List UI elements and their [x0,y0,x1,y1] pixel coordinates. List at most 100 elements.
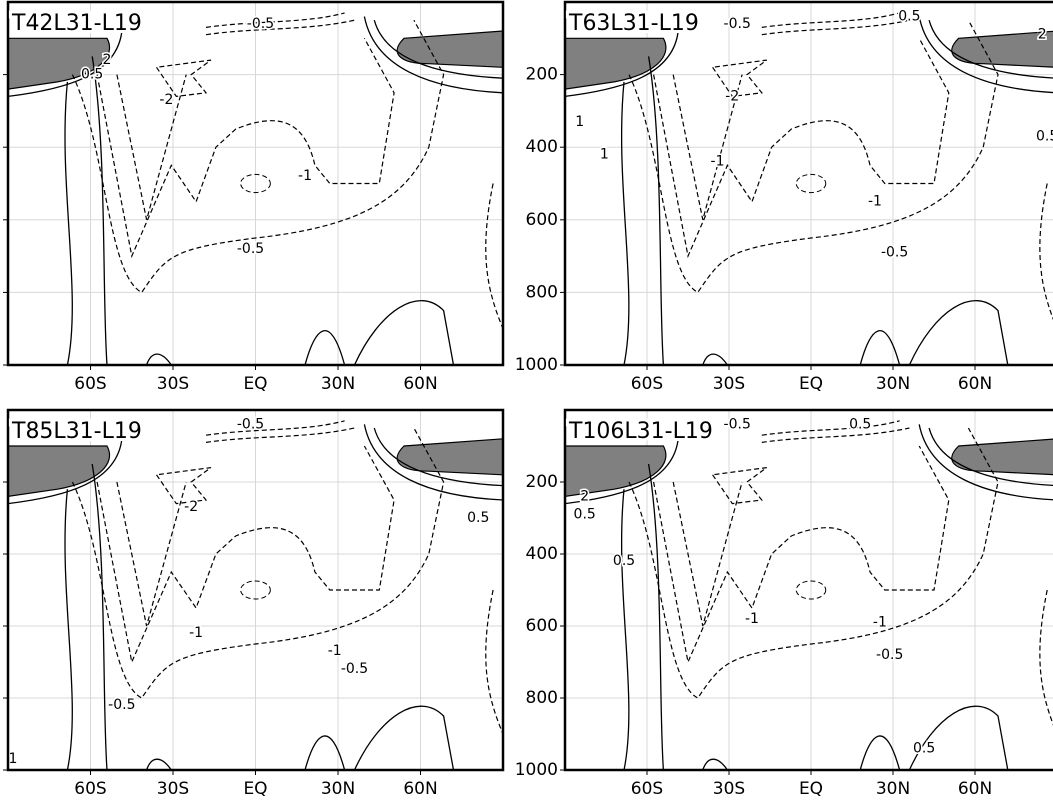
contour-dashed [795,580,827,600]
contour-dashed [116,74,187,220]
contour-solid [8,438,123,505]
panel-title: T106L31-L19 [568,419,713,444]
contour-dashed [205,12,345,28]
panel-title: T63L31-L19 [568,11,699,36]
contour-dashed [205,19,355,36]
x-tick-label: 30N [876,779,910,799]
contour-dashed [485,589,503,735]
x-tick-label: 30S [713,374,745,394]
contour-label: -1 [711,154,725,170]
contour-label: 2 [1038,27,1047,43]
shaded-region [396,438,503,476]
x-tick-label: EQ [243,374,267,394]
contour-label: 0.5 [467,510,489,526]
contour-dashed [672,74,743,220]
contour-solid [304,735,346,770]
panel-frame [6,0,505,367]
contour-label: 1 [575,114,584,130]
contour-solid [145,758,172,770]
contour-solid [353,705,455,770]
plot-area: -0.5 0.5 2 -2 11 -1 -1 0.5 -0.5 [565,2,1053,365]
x-tick-label: 60N [958,779,992,799]
contour-dashed [761,12,900,28]
contour-label: -2 [159,92,173,108]
x-tick-label: 60N [403,779,437,799]
y-tick-label: 800 [526,282,558,302]
contour-label: 0.5 [898,9,920,25]
shaded-region [565,445,667,498]
x-tick-label: 30N [321,779,355,799]
x-tick-label: 60N [958,374,992,394]
x-tick-label: 30S [157,374,189,394]
x-tick-label: 60S [631,374,663,394]
contour-dashed [795,173,827,194]
x-tick-label: 30S [713,779,745,799]
y-tick-label: 600 [526,616,558,636]
contour-label: 0.5 [1036,128,1053,144]
contour-solid [918,424,1053,501]
x-tick-label: 60N [403,374,437,394]
contour-dashed [240,173,271,194]
contour-solid [373,20,503,79]
contour-label: -0.5 [108,697,135,713]
contour-dashed [205,427,355,443]
contour-label: -2 [184,499,198,515]
shaded-region [951,438,1053,476]
y-tick-label: 200 [526,472,558,492]
contour-label: -0.5 [876,647,903,663]
contour-dashed [761,427,910,443]
x-tick-label: EQ [799,374,823,394]
contour-dashed [155,467,212,505]
y-tick-label: 1000 [515,355,558,375]
contour-label: -0.5 [247,16,274,32]
contour-solid [928,20,1053,79]
panel-frame [6,408,505,772]
contour-solid [91,56,108,365]
contour-dashed [116,481,187,627]
contour-dashed [761,19,910,36]
contour-label: -0.5 [341,661,368,677]
contour-dashed [628,427,999,699]
contour-label: -0.5 [724,16,751,32]
y-tick-label: 400 [526,544,558,564]
contour-label: -1 [189,625,203,641]
contour-solid [353,300,455,365]
x-tick-label: 60S [74,779,106,799]
contour-label: 0.5 [574,506,596,522]
x-tick-label: EQ [799,779,823,799]
contour-label: -1 [745,611,759,627]
panel-frame [563,0,1053,367]
contour-dashed [96,445,395,665]
contour-label: 1 [8,751,17,767]
x-tick-label: 30N [876,374,910,394]
contour-dashed [240,580,271,600]
shaded-region [565,37,667,90]
shaded-region [8,445,111,498]
contour-label: -1 [873,614,887,630]
contour-dashed [71,427,445,699]
contour-dashed [71,19,445,294]
contour-solid [64,489,73,770]
contour-solid [620,81,630,365]
contour-solid [565,438,679,505]
contour-solid [702,758,728,770]
shaded-region [8,37,111,90]
contour-solid [928,427,1053,486]
x-tick-label: 30S [157,779,189,799]
contour-dashed [761,420,900,436]
y-tick-label: 400 [526,137,558,157]
x-tick-label: 60S [74,374,106,394]
contour-solid [91,463,108,770]
x-tick-label: 60S [631,779,663,799]
contour-label: 0.5 [81,67,103,83]
y-tick-label: 1000 [515,760,558,780]
contour-dashed [711,467,768,505]
contour-solid [647,463,665,770]
contour-label: -0.5 [237,416,264,432]
contour-solid [363,424,503,501]
contour-dashed [1039,589,1053,726]
x-tick-label: EQ [243,779,267,799]
contour-label: 2 [103,52,112,68]
contour-label: -0.5 [881,244,908,260]
contour-solid [373,427,503,487]
